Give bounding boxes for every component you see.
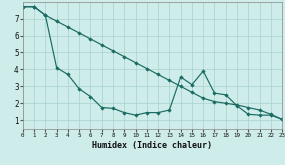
X-axis label: Humidex (Indice chaleur): Humidex (Indice chaleur) (92, 141, 213, 150)
